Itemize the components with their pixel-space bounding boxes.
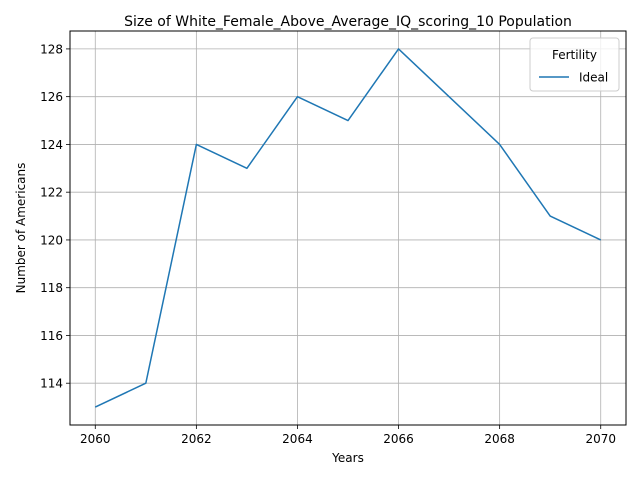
legend-title: Fertility [552,48,597,62]
x-axis-label: Years [331,451,364,465]
x-tick-label: 2060 [80,432,111,446]
y-tick-label: 116 [40,329,63,343]
x-tick-label: 2068 [484,432,515,446]
series-line-ideal [94,48,602,408]
y-axis-ticks: 114 116 118 120 122 124 126 128 [40,42,70,391]
series-layer [94,48,602,408]
x-tick-label: 2064 [282,432,313,446]
x-tick-label: 2062 [181,432,212,446]
y-tick-label: 124 [40,138,63,152]
y-tick-label: 118 [40,281,63,295]
y-tick-label: 128 [40,42,63,56]
plot-area-frame [69,30,627,426]
legend-label-ideal: Ideal [579,71,608,85]
y-tick-label: 122 [40,186,63,200]
x-tick-label: 2066 [383,432,414,446]
y-tick-label: 126 [40,90,63,104]
y-tick-label: 120 [40,233,63,247]
chart-title: Size of White_Female_Above_Average_IQ_sc… [124,14,572,30]
legend: Fertility Ideal [529,37,620,92]
y-tick-label: 114 [40,377,63,391]
y-axis-label: Number of Americans [14,163,28,294]
x-tick-label: 2070 [585,432,616,446]
x-axis-ticks: 2060 2062 2064 2066 2068 2070 [80,425,616,446]
